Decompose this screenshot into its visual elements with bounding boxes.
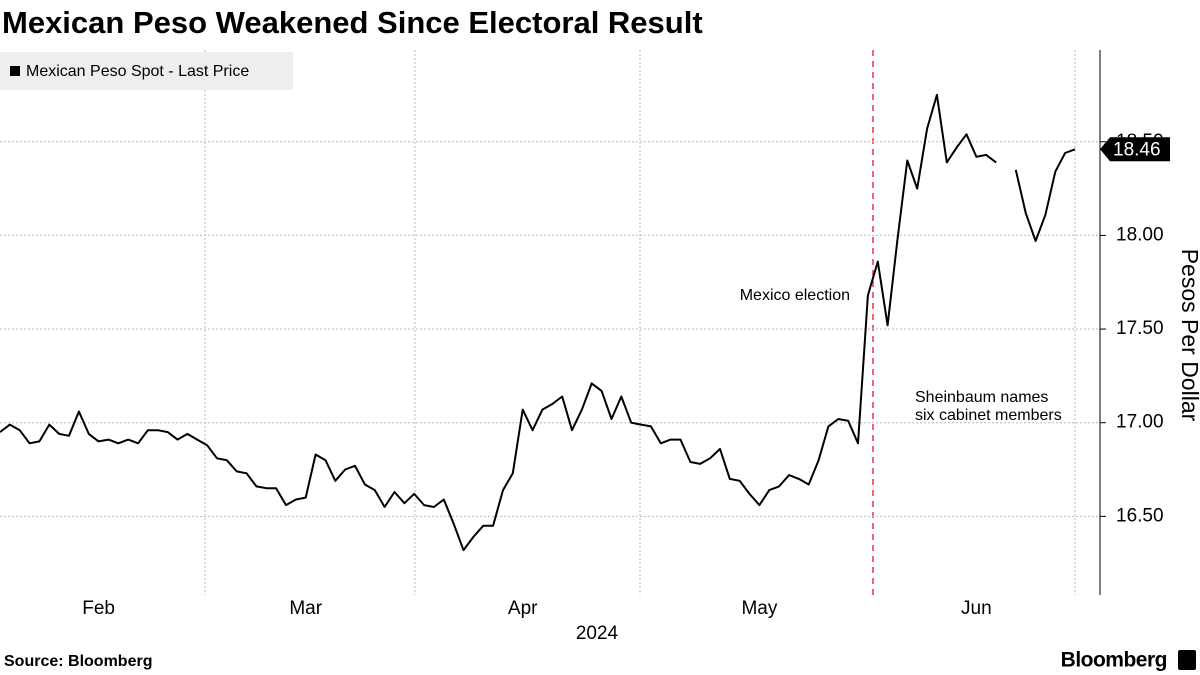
annotation: Mexico election: [740, 287, 850, 304]
x-tick-label: Mar: [289, 598, 322, 619]
x-tick-label: May: [741, 598, 777, 619]
brand-icon: [1178, 650, 1196, 670]
y-tick-label: 16.50: [1116, 505, 1164, 526]
last-price-label: 18.46: [1113, 139, 1161, 160]
y-tick-label: 17.00: [1116, 412, 1164, 433]
x-tick-label: Jun: [961, 598, 992, 619]
chart-title: Mexican Peso Weakened Since Electoral Re…: [2, 5, 703, 40]
year-label: 2024: [576, 623, 619, 644]
legend: [0, 52, 293, 90]
y-tick-label: 18.00: [1116, 224, 1164, 245]
source: Source: Bloomberg: [4, 653, 152, 670]
legend-label: Mexican Peso Spot - Last Price: [26, 63, 249, 80]
brand: Bloomberg: [1061, 649, 1167, 672]
x-tick-label: Feb: [82, 598, 115, 619]
annotation: Sheinbaum names: [915, 389, 1048, 406]
price-line: [0, 93, 1076, 552]
vertical-grid: [204, 50, 1076, 595]
y-axis-label: Pesos Per Dollar: [1177, 249, 1200, 422]
last-price-box: [1100, 137, 1170, 162]
legend-swatch: [10, 66, 20, 76]
x-tick-label: Apr: [508, 598, 538, 619]
y-tick-label: 17.50: [1116, 318, 1164, 339]
annotation: six cabinet members: [915, 407, 1062, 424]
